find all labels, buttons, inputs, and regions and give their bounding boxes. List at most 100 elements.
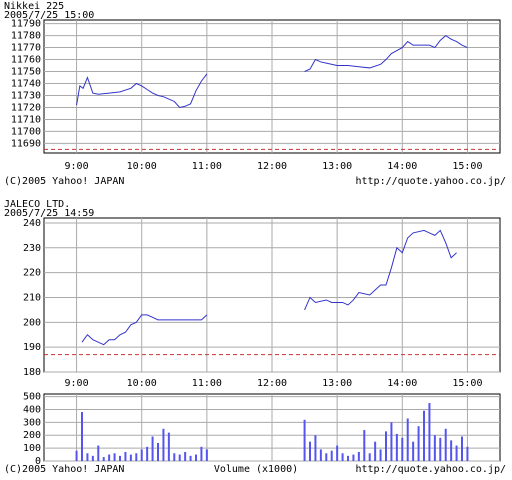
y-tick-label: 11710 bbox=[11, 114, 41, 125]
y-tick-label: 210 bbox=[23, 292, 41, 303]
volume-bar bbox=[195, 454, 197, 461]
volume-bar bbox=[319, 449, 322, 461]
chart-title: JALECO LTD. bbox=[4, 199, 70, 210]
price-line bbox=[76, 73, 208, 109]
y-tick-label: 11760 bbox=[11, 55, 41, 66]
volume-bar bbox=[368, 453, 371, 461]
volume-bar bbox=[146, 446, 149, 461]
volume-bar bbox=[135, 453, 138, 461]
volume-bar bbox=[395, 433, 398, 461]
x-tick-label: 14:00 bbox=[387, 378, 417, 389]
y-tick-label: 100 bbox=[23, 443, 41, 454]
volume-bar bbox=[347, 455, 349, 461]
y-tick-label: 11720 bbox=[11, 102, 41, 113]
x-tick-label: 10:00 bbox=[127, 378, 157, 389]
price-line bbox=[81, 314, 208, 346]
volume-bar bbox=[178, 454, 181, 461]
y-tick-label: 11780 bbox=[11, 31, 41, 42]
chart-subtitle: 2005/7/25 15:00 bbox=[4, 10, 94, 21]
y-tick-label: 11700 bbox=[11, 126, 41, 137]
volume-bar bbox=[173, 453, 176, 461]
y-tick-label: 11770 bbox=[11, 43, 41, 54]
volume-bar bbox=[157, 442, 159, 461]
y-tick-label: 300 bbox=[23, 417, 41, 428]
volume-bar bbox=[450, 440, 453, 461]
volume-bar bbox=[390, 422, 393, 461]
x-tick-label: 13:00 bbox=[322, 161, 352, 172]
volume-bar bbox=[412, 441, 415, 461]
volume-bar bbox=[113, 453, 116, 461]
volume-bar bbox=[97, 445, 100, 461]
volume-bar bbox=[151, 436, 154, 461]
volume-bar bbox=[444, 428, 447, 461]
x-tick-label: 13:00 bbox=[322, 378, 352, 389]
y-tick-label: 500 bbox=[23, 392, 41, 403]
volume-bar bbox=[406, 418, 409, 461]
price-line bbox=[304, 34, 468, 72]
volume-bar bbox=[205, 449, 208, 461]
volume-bar bbox=[466, 446, 469, 461]
volume-bar bbox=[385, 431, 387, 461]
y-tick-label: 11730 bbox=[11, 90, 41, 101]
y-tick-label: 11690 bbox=[11, 138, 41, 149]
volume-bar bbox=[309, 441, 311, 461]
volume-bar bbox=[401, 437, 404, 461]
volume-bar bbox=[200, 446, 203, 461]
y-tick-label: 0 bbox=[35, 456, 41, 467]
volume-bar bbox=[330, 450, 333, 461]
volume-bar bbox=[325, 453, 328, 461]
x-tick-label: 9:00 bbox=[65, 161, 89, 172]
x-tick-label: 14:00 bbox=[387, 161, 417, 172]
volume-bar bbox=[303, 419, 306, 461]
x-tick-label: 10:00 bbox=[127, 161, 157, 172]
y-tick-label: 240 bbox=[23, 218, 41, 229]
y-tick-label: 180 bbox=[23, 367, 41, 378]
x-axis-label: Volume (x1000) bbox=[214, 464, 298, 475]
volume-bar bbox=[433, 435, 436, 461]
volume-bar bbox=[129, 454, 132, 461]
volume-bar bbox=[119, 455, 121, 461]
volume-bar bbox=[102, 457, 105, 461]
chart-title: Nikkei 225 bbox=[4, 1, 64, 12]
volume-bar bbox=[75, 450, 78, 461]
volume-bar bbox=[417, 426, 420, 461]
volume-bar bbox=[124, 451, 127, 461]
x-tick-label: 12:00 bbox=[257, 378, 287, 389]
volume-bar bbox=[167, 432, 170, 461]
y-tick-label: 400 bbox=[23, 404, 41, 415]
y-tick-label: 11790 bbox=[11, 19, 41, 30]
volume-bar bbox=[341, 453, 344, 461]
y-tick-label: 230 bbox=[23, 243, 41, 254]
y-tick-label: 190 bbox=[23, 342, 41, 353]
volume-bar bbox=[352, 454, 355, 461]
y-tick-label: 200 bbox=[23, 430, 41, 441]
x-tick-label: 15:00 bbox=[452, 161, 482, 172]
volume-bar bbox=[357, 451, 360, 461]
volume-bar bbox=[81, 412, 83, 461]
volume-bar bbox=[108, 454, 111, 461]
volume-bar bbox=[91, 455, 94, 461]
x-tick-label: 9:00 bbox=[65, 378, 89, 389]
volume-bar bbox=[455, 445, 458, 461]
volume-bar bbox=[379, 449, 382, 461]
y-tick-label: 200 bbox=[23, 317, 41, 328]
x-tick-label: 11:00 bbox=[192, 378, 222, 389]
volume-bar bbox=[184, 451, 187, 461]
volume-bar bbox=[336, 445, 339, 461]
volume-bar bbox=[140, 449, 143, 461]
footer-left: (C)2005 Yahoo! JAPAN bbox=[4, 464, 124, 475]
volume-bar bbox=[189, 455, 192, 461]
x-tick-label: 15:00 bbox=[452, 378, 482, 389]
volume-bar bbox=[314, 435, 317, 461]
y-tick-label: 11740 bbox=[11, 79, 41, 90]
volume-bar bbox=[439, 437, 442, 461]
volume-bar bbox=[461, 436, 463, 461]
volume-bar bbox=[423, 410, 425, 461]
x-tick-label: 12:00 bbox=[257, 161, 287, 172]
volume-bar bbox=[374, 441, 377, 461]
volume-bar bbox=[162, 428, 165, 461]
footer-left: (C)2005 Yahoo! JAPAN bbox=[4, 176, 124, 187]
x-tick-label: 11:00 bbox=[192, 161, 222, 172]
y-tick-label: 220 bbox=[23, 268, 41, 279]
